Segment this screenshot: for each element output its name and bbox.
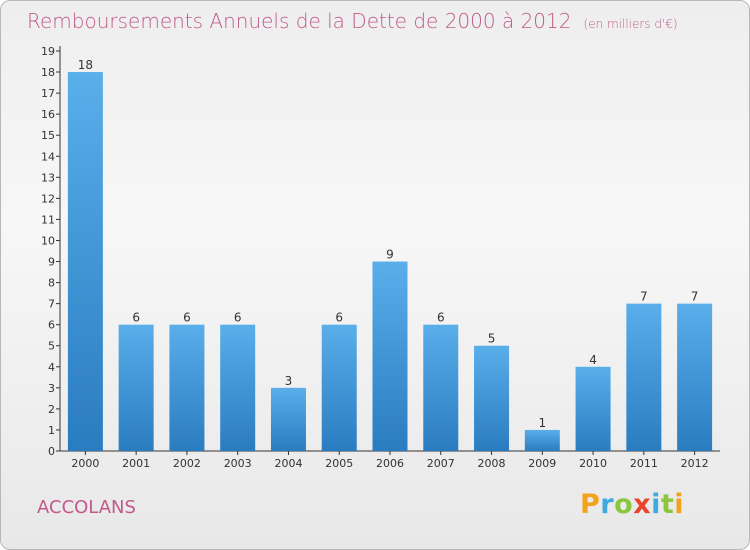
y-tick-label: 15 (41, 129, 55, 142)
bar-value-label: 7 (691, 290, 699, 304)
logo-letter: t (660, 489, 675, 520)
bar[interactable] (118, 324, 154, 451)
logo-letter: x (633, 489, 652, 520)
bar-value-label: 9 (386, 248, 394, 262)
location-name: ACCOLANS (37, 497, 136, 518)
y-tick-label: 9 (48, 256, 55, 269)
x-tick-label: 2012 (681, 457, 709, 470)
bar-value-label: 7 (640, 290, 648, 304)
x-tick-label: 2003 (224, 457, 252, 470)
y-tick-label: 11 (41, 213, 55, 226)
y-tick-label: 14 (41, 150, 55, 163)
y-tick-label: 17 (41, 87, 55, 100)
bar-value-label: 6 (335, 311, 343, 325)
y-tick-label: 10 (41, 234, 55, 247)
y-tick-label: 3 (48, 382, 55, 395)
bar[interactable] (626, 303, 662, 451)
logo-letter: r (600, 489, 615, 520)
chart-subtitle: (en milliers d'€) (583, 17, 678, 31)
bar[interactable] (474, 345, 510, 451)
bar[interactable] (321, 324, 357, 451)
chart-title: Remboursements Annuels de la Dette de 20… (27, 9, 678, 33)
y-tick-label: 19 (41, 45, 55, 58)
x-tick-label: 2007 (427, 457, 455, 470)
y-tick-label: 12 (41, 192, 55, 205)
chart-labels: 18 2000 6 2001 6 2002 6 2003 3 2004 6 2005 9 2006 6 200… (71, 58, 708, 470)
y-tick-label: 16 (41, 108, 55, 121)
x-tick-label: 2010 (579, 457, 607, 470)
bar[interactable] (169, 324, 205, 451)
y-tick-label: 2 (48, 403, 55, 416)
y-tick-label: 13 (41, 171, 55, 184)
bar-value-label: 18 (78, 58, 93, 72)
x-tick-label: 2011 (630, 457, 658, 470)
bar[interactable] (524, 429, 560, 451)
proxiti-logo[interactable]: Proxiti (580, 489, 684, 520)
bar[interactable] (67, 72, 103, 451)
y-tick-label: 5 (48, 340, 55, 353)
y-tick-label: 8 (48, 277, 55, 290)
logo-letter: i (674, 489, 685, 520)
y-tick-label: 4 (48, 361, 55, 374)
bar-value-label: 3 (285, 374, 293, 388)
bar[interactable] (220, 324, 256, 451)
bar[interactable] (423, 324, 459, 451)
bar[interactable] (575, 366, 611, 451)
x-tick-label: 2008 (478, 457, 506, 470)
bar-value-label: 6 (132, 311, 140, 325)
x-tick-label: 2004 (274, 457, 302, 470)
bar[interactable] (270, 387, 306, 451)
bar-value-label: 1 (538, 416, 546, 430)
y-tick-label: 7 (48, 298, 55, 311)
bar-value-label: 4 (589, 353, 597, 367)
bar-value-label: 6 (183, 311, 191, 325)
chart-title-text: Remboursements Annuels de la Dette de 20… (27, 9, 572, 33)
logo-letter: P (580, 489, 601, 520)
x-tick-label: 2002 (173, 457, 201, 470)
y-tick-label: 1 (48, 424, 55, 437)
x-tick-label: 2001 (122, 457, 150, 470)
bar-value-label: 6 (234, 311, 242, 325)
bar[interactable] (372, 261, 408, 451)
x-tick-label: 2005 (325, 457, 353, 470)
x-tick-label: 2000 (71, 457, 99, 470)
logo-letter: o (614, 489, 634, 520)
y-tick-label: 18 (41, 66, 55, 79)
x-tick-label: 2006 (376, 457, 404, 470)
y-tick-label: 6 (48, 319, 55, 332)
logo-letter: i (651, 489, 661, 520)
bar-value-label: 6 (437, 311, 445, 325)
chart-bars (67, 72, 713, 451)
bar-value-label: 5 (488, 332, 496, 346)
x-tick-label: 2009 (528, 457, 556, 470)
bar[interactable] (677, 303, 713, 451)
y-tick-label: 0 (48, 445, 55, 458)
